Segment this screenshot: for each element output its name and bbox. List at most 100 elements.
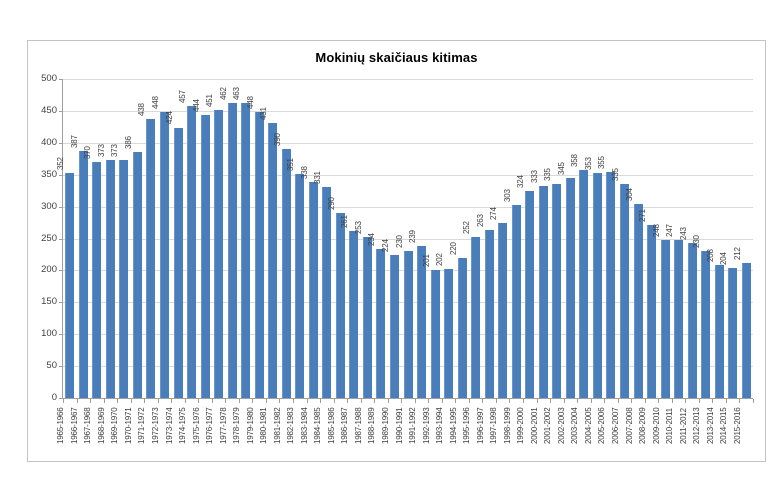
x-axis-tick-label: 2000-2001: [529, 407, 539, 444]
bar-value-label: 247: [665, 224, 675, 238]
x-axis-tick-label: 1990-1991: [394, 407, 404, 444]
y-axis: 0 50 100 150 200 250 300 350 400 450 500: [28, 41, 63, 463]
bar-value-label: 335: [610, 168, 620, 182]
axis-tick: [685, 399, 687, 403]
bar: [187, 106, 197, 398]
bar-value-label: 373: [110, 144, 120, 158]
bar-value-label: 438: [137, 102, 147, 116]
bar-value-label: 201: [421, 254, 431, 267]
axis-tick: [577, 399, 579, 403]
axis-tick: [59, 110, 63, 112]
gridline: [63, 206, 753, 208]
axis-tick: [739, 399, 741, 403]
axis-tick: [59, 302, 63, 304]
bar-value-label: 274: [489, 207, 499, 221]
x-axis-tick-label: 1967-1968: [83, 407, 93, 444]
bar-value-label: 335: [543, 168, 553, 182]
axis-tick: [658, 399, 660, 403]
bar-value-label: 448: [150, 96, 160, 110]
plot-area: 352 387 370 373 373 386 438 448 424 457 444 451 462 4…: [56, 79, 753, 398]
x-axis-tick-label: 2011-2012: [678, 408, 688, 444]
bar-value-label: 253: [353, 220, 363, 234]
bar: [281, 149, 291, 398]
axis-tick: [631, 399, 633, 403]
bar: [200, 114, 210, 398]
axis-tick: [455, 399, 457, 403]
bar: [241, 102, 251, 398]
axis-tick: [712, 399, 714, 403]
bar-value-label: 424: [164, 111, 174, 125]
bar: [444, 269, 454, 398]
bar: [78, 151, 88, 398]
x-axis-tick-label: 1997-1998: [489, 407, 499, 444]
chart-frame: Mokinių skaičiaus kitimas 0 50 100 150 200 25…: [27, 40, 766, 462]
bar: [254, 112, 264, 398]
bar-value-label: 352: [56, 157, 66, 171]
bar: [132, 151, 142, 398]
x-axis-tick-label: 1993-1994: [435, 407, 445, 444]
bar: [674, 240, 684, 398]
bar: [687, 242, 697, 398]
y-axis-tick-label: 400: [41, 136, 57, 148]
chart-title: Mokinių skaičiaus kitimas: [315, 50, 478, 65]
axis-tick: [144, 399, 146, 403]
x-axis-tick-label: 1994-1995: [448, 407, 458, 444]
bar-value-label: 239: [408, 229, 418, 243]
y-axis-tick-label: 350: [41, 168, 57, 180]
x-axis-tick-label: 1966-1967: [69, 407, 79, 444]
x-axis-tick-label: 1973-1974: [164, 407, 174, 444]
x-axis-tick-label: 1971-1972: [137, 407, 147, 444]
axis-tick: [387, 399, 389, 403]
bar: [295, 174, 305, 398]
axis-tick: [59, 238, 63, 240]
x-axis-line: [62, 398, 753, 399]
axis-tick: [536, 399, 538, 403]
x-axis-tick-label: 2012-2013: [692, 407, 702, 444]
bar-value-label: 463: [232, 86, 242, 100]
bar: [214, 110, 224, 398]
bar-value-label: 390: [272, 133, 282, 147]
bar: [417, 245, 427, 398]
y-axis-tick-label: 200: [41, 264, 57, 276]
axis-tick: [103, 399, 105, 403]
bar-value-label: 338: [299, 166, 309, 180]
axis-tick: [617, 399, 619, 403]
axis-tick: [59, 206, 63, 208]
bar-value-label: 370: [83, 146, 93, 159]
axis-tick: [130, 399, 132, 403]
x-axis-tick-label: 1985-1986: [326, 407, 336, 444]
axis-tick: [76, 399, 78, 403]
x-axis-tick-label: 1992-1993: [421, 407, 431, 444]
x-axis-tick-label: 1981-1982: [272, 407, 282, 444]
axis-tick: [360, 399, 362, 403]
y-axis-tick-label: 150: [41, 296, 57, 308]
x-axis-tick-label: 1975-1976: [191, 407, 201, 444]
bar-value-label: 220: [448, 241, 458, 255]
bar: [457, 257, 467, 398]
bar-value-label: 444: [191, 98, 201, 112]
bar: [565, 177, 575, 398]
gridline: [63, 110, 753, 112]
x-axis-tick-label: 1979-1980: [245, 407, 255, 444]
bar-value-label: 355: [597, 155, 607, 169]
bar: [146, 118, 156, 398]
axis-tick: [211, 399, 213, 403]
bar-value-label: 243: [678, 227, 688, 240]
axis-tick: [753, 399, 754, 403]
bar-value-label: 353: [583, 157, 593, 170]
bar: [619, 184, 629, 398]
bar-value-label: 248: [651, 224, 661, 237]
bar: [484, 230, 494, 398]
axis-tick: [293, 399, 294, 403]
y-axis-tick-label: 300: [41, 200, 57, 212]
axis-tick: [523, 399, 524, 403]
bar: [389, 255, 399, 398]
bar-value-label: 462: [218, 87, 228, 101]
bar-value-label: 304: [624, 188, 634, 202]
bar-value-label: 333: [529, 169, 539, 183]
bar-value-label: 387: [69, 135, 79, 149]
bar: [511, 204, 521, 398]
bar: [728, 267, 738, 398]
x-axis-tick-label: 1982-1983: [286, 407, 296, 444]
bar-value-label: 386: [123, 135, 133, 149]
